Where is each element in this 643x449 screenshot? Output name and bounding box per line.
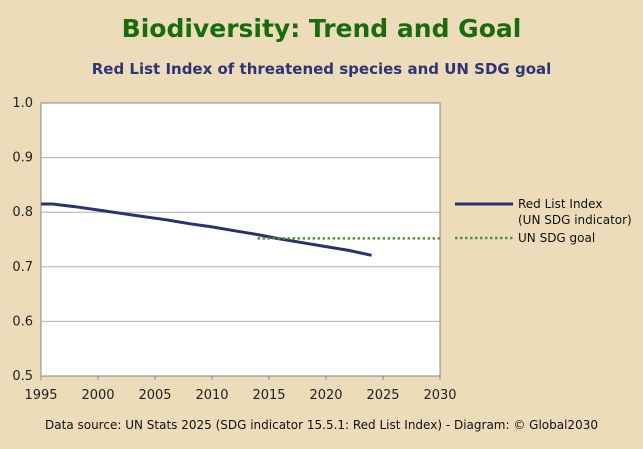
- chart-subtitle: Red List Index of threatened species and…: [91, 60, 552, 78]
- x-tick-label: 2000: [81, 388, 114, 403]
- x-axis-ticks: 1995 2000 2005 2010 2015 2020 2025 2030: [24, 376, 457, 403]
- x-tick-label: 2010: [195, 388, 228, 403]
- legend: Red List Index (UN SDG indicator) UN SDG g…: [455, 197, 632, 245]
- x-tick-label: 1995: [24, 388, 57, 403]
- legend-label-red-list-index-line2: (UN SDG indicator): [518, 213, 632, 227]
- y-axis-ticks: 0.5 0.6 0.7 0.8 0.9 1.0: [12, 96, 33, 384]
- x-tick-label: 2005: [138, 388, 171, 403]
- y-tick-label: 1.0: [12, 96, 33, 111]
- y-tick-label: 0.6: [12, 314, 33, 329]
- x-tick-label: 2015: [252, 388, 285, 403]
- y-tick-label: 0.8: [12, 205, 33, 220]
- legend-label-red-list-index: Red List Index: [518, 197, 602, 211]
- data-source-note: Data source: UN Stats 2025 (SDG indicato…: [45, 418, 598, 432]
- legend-label-goal: UN SDG goal: [518, 231, 595, 245]
- y-tick-label: 0.5: [12, 369, 33, 384]
- series-group: [41, 202, 440, 257]
- x-tick-label: 2030: [423, 388, 456, 403]
- red-list-index-line: [41, 202, 372, 257]
- x-tick-label: 2020: [309, 388, 342, 403]
- chart-title: Biodiversity: Trend and Goal: [121, 14, 522, 43]
- y-tick-label: 0.9: [12, 151, 33, 166]
- y-tick-label: 0.7: [12, 260, 33, 275]
- plot-area: [40, 102, 441, 377]
- x-tick-label: 2025: [366, 388, 399, 403]
